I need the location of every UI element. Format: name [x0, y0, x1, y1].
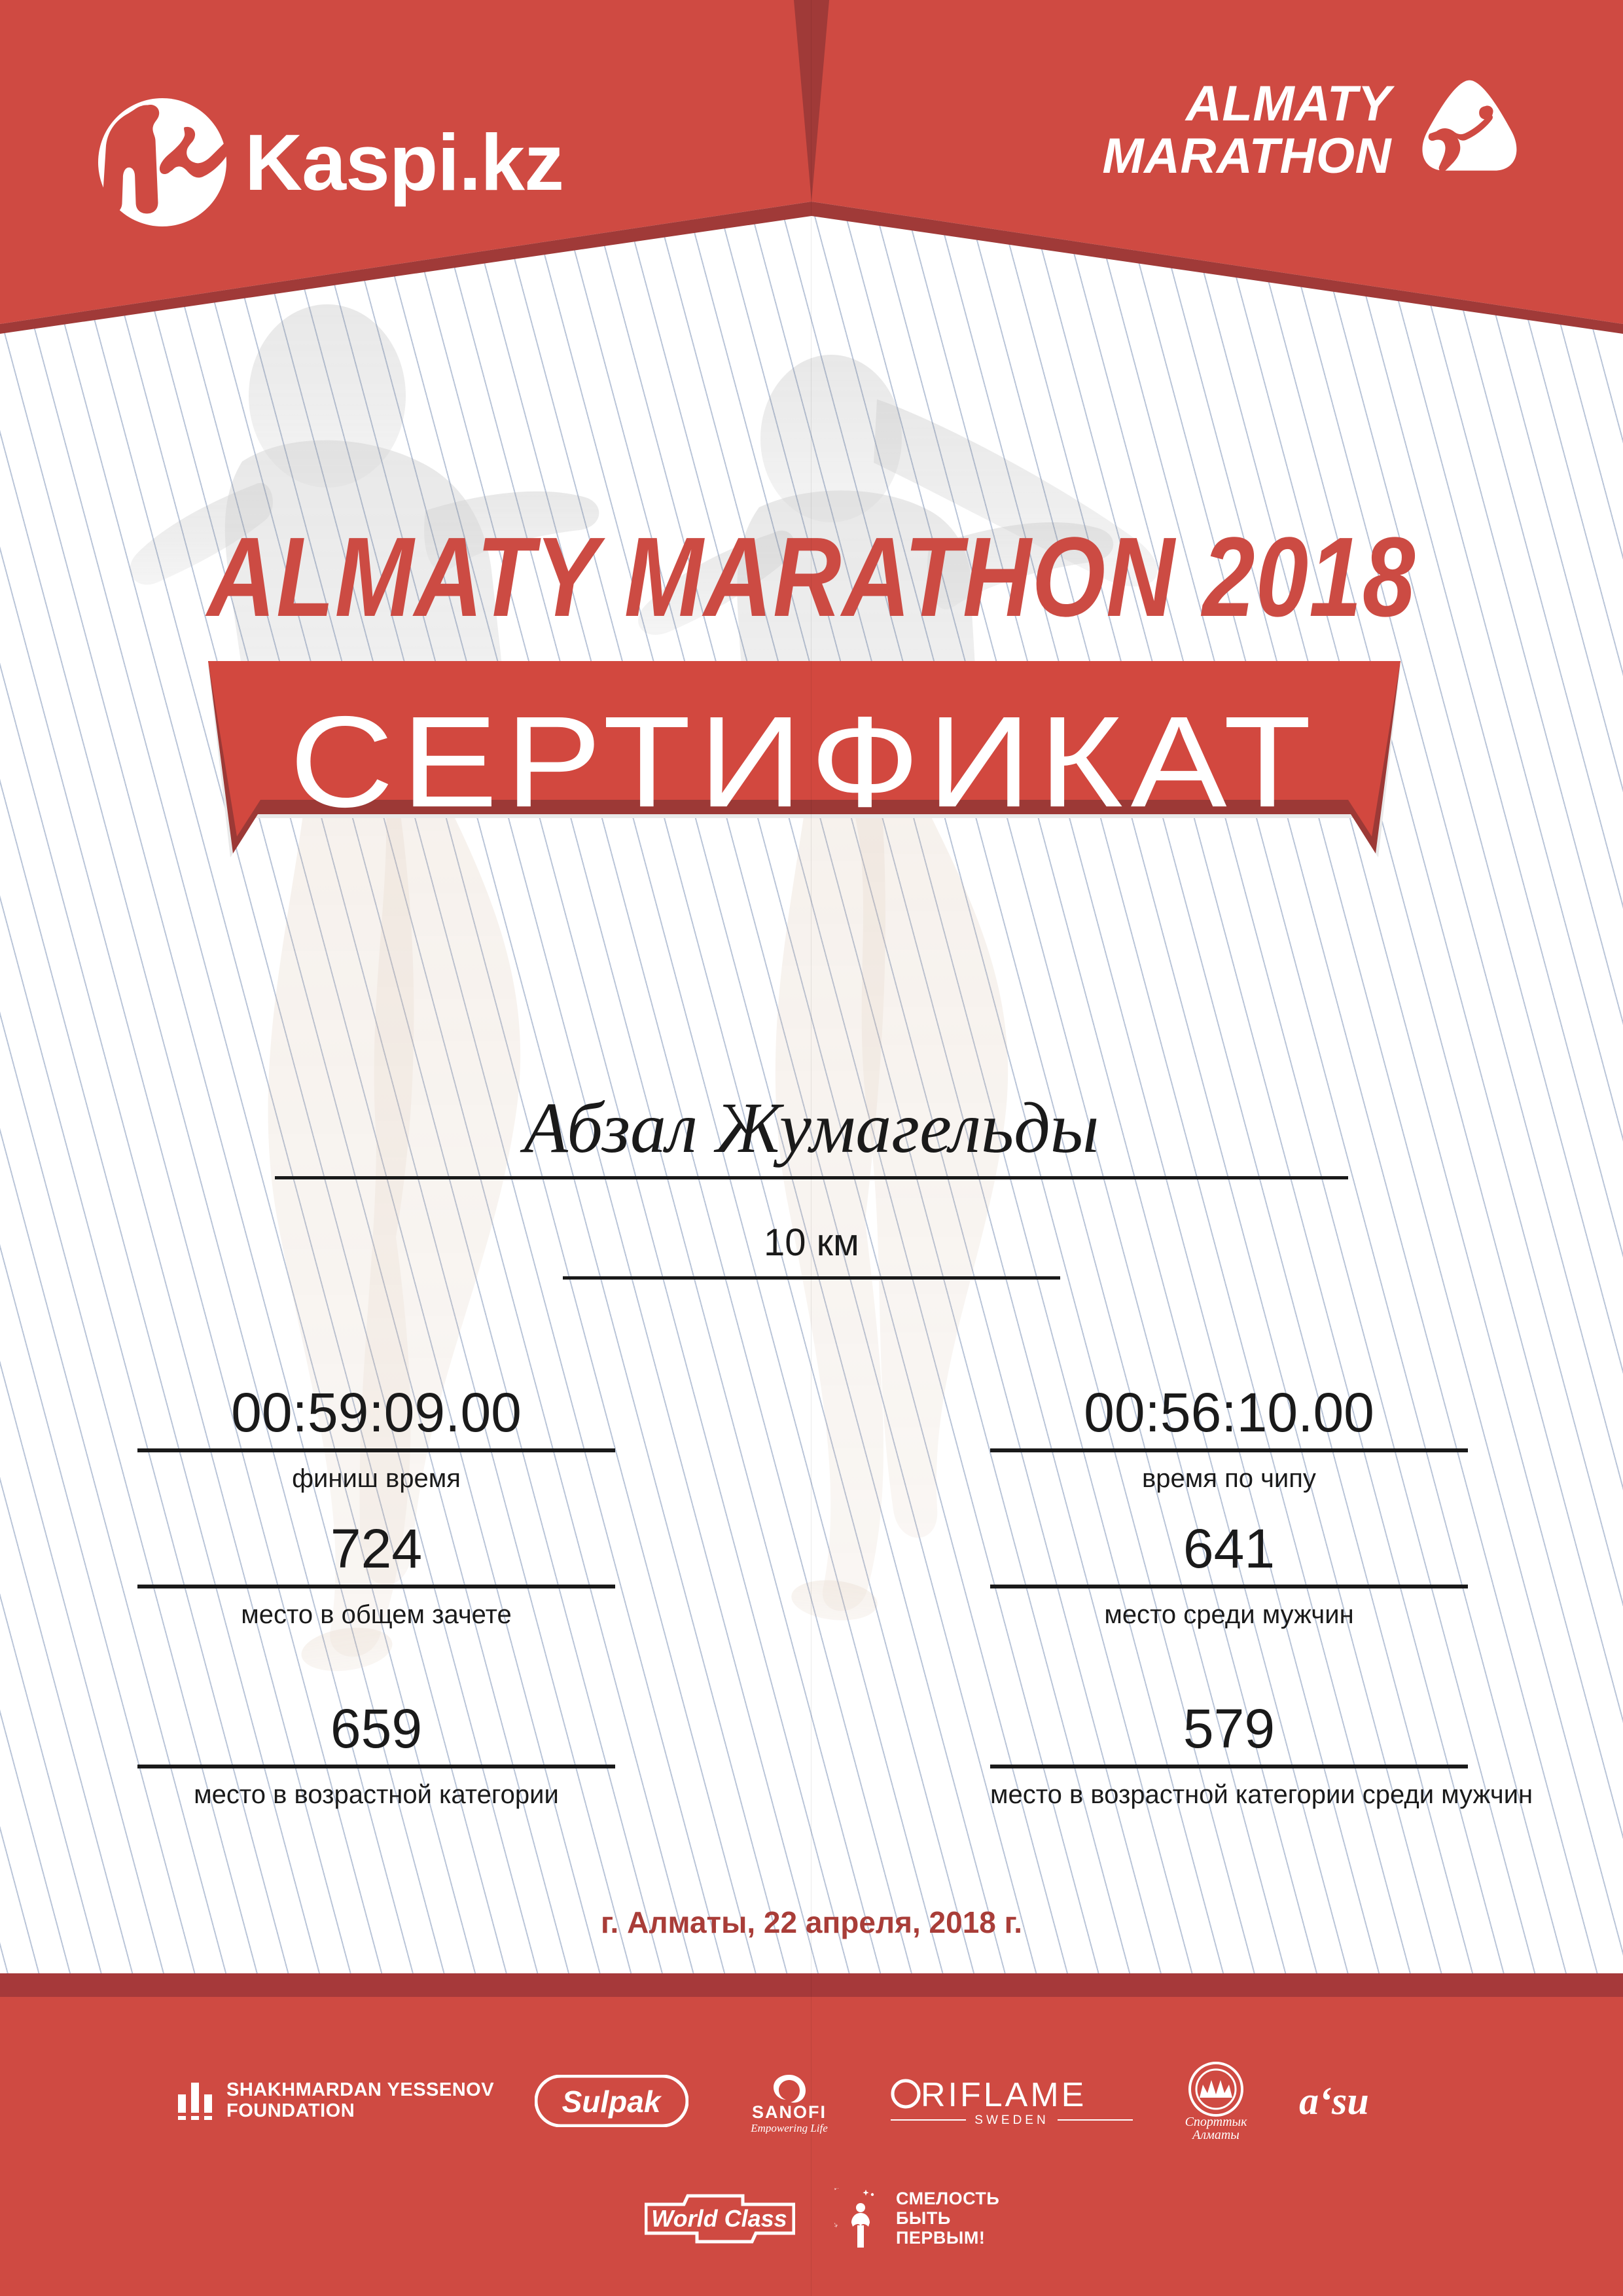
svg-text:SWEDEN: SWEDEN	[974, 2113, 1048, 2127]
svg-text:SANOFI: SANOFI	[752, 2102, 827, 2122]
svg-text:Empowering Life: Empowering Life	[750, 2122, 828, 2134]
svg-text:World Class: World Class	[651, 2205, 787, 2232]
svg-text:Алматы: Алматы	[1191, 2128, 1240, 2140]
svg-text:Спорттык: Спорттык	[1185, 2115, 1248, 2129]
svg-text:RIFLAME: RIFLAME	[921, 2076, 1086, 2114]
svg-text:Sulpak: Sulpak	[562, 2085, 662, 2119]
svg-text:KOPNOPATИBHЫЙ ФOHД: KOPNOPATИBHЫЙ ФOHД	[834, 2188, 847, 2228]
